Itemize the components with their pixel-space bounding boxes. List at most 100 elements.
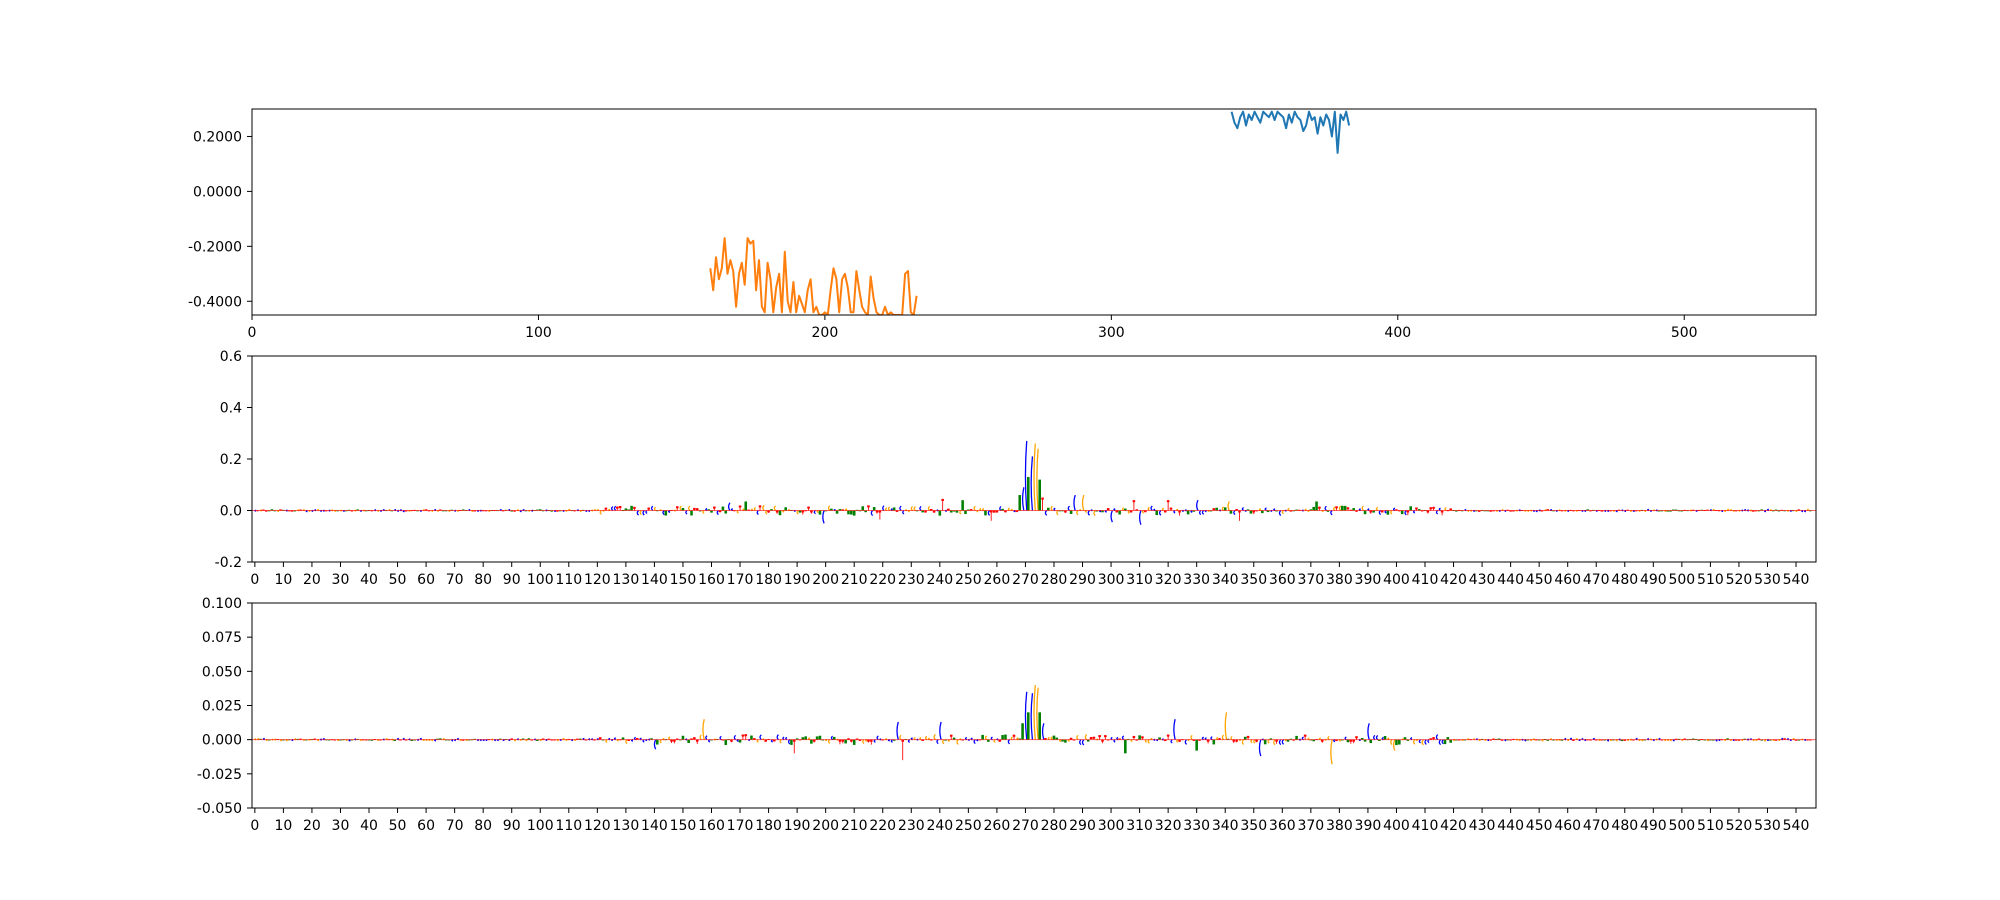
x-tick-label: 500	[1671, 325, 1698, 341]
logo-letter-A	[1195, 739, 1198, 751]
logo-letter-T-stem	[842, 739, 844, 744]
logo-letter-A	[1386, 510, 1390, 515]
axes-frame	[251, 108, 1817, 316]
logo-letter-C	[1258, 739, 1262, 757]
logo-letter-T-stem	[842, 509, 844, 511]
plot-area	[252, 684, 1816, 765]
logo-letter-T-stem	[942, 498, 944, 511]
logo-letter-T-stem	[1430, 738, 1432, 740]
logo-letter-T-stem	[731, 739, 732, 743]
logo-letter-A	[981, 734, 984, 740]
logo-letter-A	[1223, 507, 1227, 511]
logo-letter-T-stem	[439, 509, 441, 511]
logo-letter-A	[1418, 509, 1421, 511]
logo-letter-A	[1406, 739, 1410, 741]
x-tick-label: 320	[1155, 572, 1182, 588]
logo-letter-A	[439, 738, 442, 740]
logo-letter-T-stem	[693, 507, 695, 511]
x-tick-label: 210	[841, 572, 868, 588]
logo-letter-A	[1069, 510, 1073, 514]
logo-letter-A	[847, 510, 850, 515]
logo-letter-T-stem	[1199, 739, 1200, 741]
x-tick-label: 260	[984, 572, 1011, 588]
x-tick-label: 70	[446, 572, 464, 588]
x-tick-label: 60	[417, 818, 435, 834]
logo-letter-A	[270, 509, 274, 511]
logo-letter-A	[521, 738, 525, 740]
logo-letter-T-stem	[636, 738, 638, 740]
logo-letter-T-stem	[876, 510, 878, 514]
x-tick-label: 250	[955, 572, 982, 588]
x-tick-label: 530	[1754, 572, 1781, 588]
logo-letter-T-stem	[1142, 736, 1143, 740]
logo-letter-T-stem	[1164, 510, 1166, 513]
logo-letter-T-stem	[280, 509, 281, 511]
logo-letter-A	[710, 510, 713, 513]
x-tick-label: 120	[584, 572, 611, 588]
logo-letter-T-stem	[556, 510, 558, 512]
x-tick-label: 440	[1497, 818, 1524, 834]
logo-letter-T-stem	[759, 505, 761, 511]
x-tick-label: 190	[784, 572, 811, 588]
logo-letter-T-stem	[1775, 739, 1777, 741]
logo-letter-A	[410, 739, 414, 741]
axes-frame	[251, 602, 1817, 809]
logo-letter-T-stem	[1350, 739, 1352, 744]
logo-letter-A	[1021, 723, 1024, 740]
x-tick-label: 380	[1326, 818, 1353, 834]
logo-letter-A	[1315, 501, 1318, 511]
logo-letter-T-stem	[616, 506, 618, 511]
x-tick-label: 310	[1126, 818, 1153, 834]
logo-letter-C	[1367, 723, 1370, 740]
logo-letter-T-stem	[605, 507, 607, 511]
logo-letter-T-stem	[1572, 739, 1574, 741]
logo-letter-T-stem	[990, 510, 992, 521]
x-tick-label: 490	[1640, 818, 1667, 834]
logo-letter-A	[630, 505, 633, 511]
logo-letter-A	[1138, 735, 1141, 740]
logo-letter-T-stem	[696, 508, 698, 511]
logo-letter-T-stem	[753, 738, 755, 740]
logo-letter-T-stem	[773, 739, 775, 742]
x-tick-label: 230	[898, 572, 925, 588]
y-tick-label: 0.2	[220, 452, 242, 468]
logo-letter-T-stem	[1044, 738, 1046, 740]
x-tick-label: 400	[1383, 818, 1410, 834]
x-tick-label: 170	[727, 572, 754, 588]
logo-letter-A	[510, 510, 513, 512]
logo-letter-T-stem	[1304, 734, 1306, 740]
logo-letter-T-stem	[1396, 509, 1397, 511]
x-tick-label: 160	[698, 818, 725, 834]
x-tick-label: 30	[332, 572, 350, 588]
logo-letter-A	[987, 739, 990, 742]
logo-letter-A	[1192, 510, 1196, 512]
logo-letter-A	[1266, 510, 1270, 513]
logo-letter-A	[1027, 712, 1030, 740]
logo-letter-T-stem	[999, 739, 1001, 742]
logo-letter-T-stem	[1236, 739, 1238, 743]
logo-letter-T-stem	[1099, 735, 1101, 740]
y-tick-label: -0.2000	[188, 239, 242, 255]
x-tick-label: 210	[841, 818, 868, 834]
logo-letter-A	[393, 739, 396, 741]
logo-letter-T-stem	[1119, 738, 1121, 740]
logo-letter-A	[984, 510, 987, 516]
logo-letter-A	[1038, 479, 1041, 511]
y-tick-label: -0.025	[197, 767, 242, 783]
x-tick-label: 60	[417, 572, 435, 588]
x-tick-label: 140	[641, 818, 668, 834]
logo-letter-A	[370, 739, 374, 741]
x-tick-label: 80	[474, 818, 492, 834]
x-tick-label: 470	[1583, 572, 1610, 588]
logo-letter-A	[721, 506, 725, 511]
y-tick-label: 0.0000	[193, 184, 242, 200]
logo-letter-A	[707, 509, 710, 511]
logo-letter-A	[1052, 735, 1056, 740]
logo-letter-A	[1027, 477, 1030, 511]
logo-letter-T-stem	[1624, 739, 1626, 741]
x-tick-label: 420	[1440, 818, 1467, 834]
x-tick-label: 160	[698, 572, 725, 588]
logo-letter-T-stem	[1133, 735, 1135, 740]
x-tick-label: 180	[755, 818, 782, 834]
